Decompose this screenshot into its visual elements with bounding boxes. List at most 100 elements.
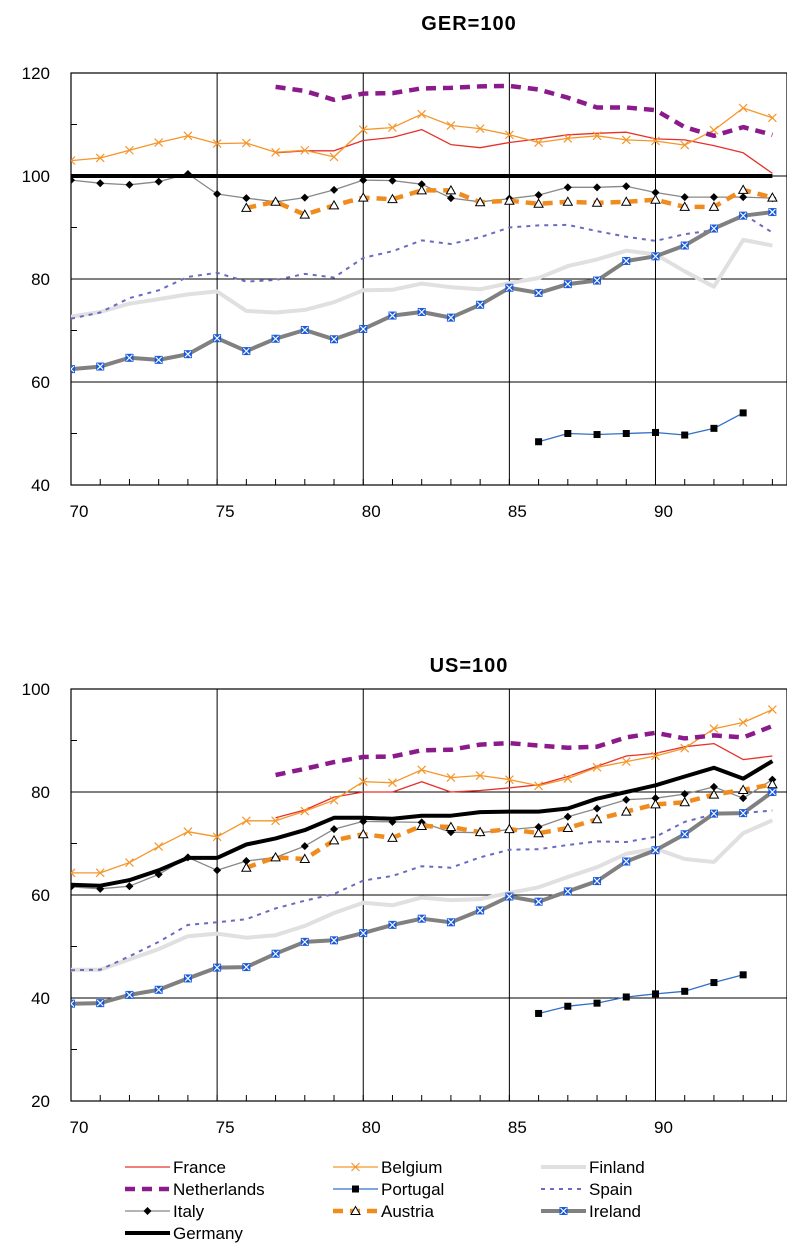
data-point-portugal	[681, 987, 689, 995]
y-tick-label: 120	[22, 64, 50, 83]
data-point-ireland	[125, 353, 134, 362]
data-point-austria	[270, 851, 281, 862]
data-point-ireland	[651, 846, 660, 855]
data-point-austria	[620, 196, 632, 206]
data-point-ireland	[476, 300, 485, 309]
x-tick-label: 75	[216, 502, 235, 521]
data-point-italy	[622, 182, 631, 191]
data-point-austria	[708, 789, 720, 799]
data-point-italy	[622, 795, 631, 804]
legend-label: Belgium	[381, 1158, 442, 1177]
data-point-belgium	[71, 156, 76, 165]
data-point-ireland	[446, 313, 455, 322]
data-point-italy	[739, 794, 748, 803]
data-point-ireland	[476, 906, 485, 915]
data-point-ireland	[739, 211, 748, 220]
data-point-ireland	[505, 283, 514, 292]
data-point-belgium	[680, 140, 690, 150]
series-italy	[71, 775, 777, 893]
data-point-ireland	[417, 307, 426, 316]
data-point-italy	[330, 825, 339, 834]
data-point-ireland	[330, 936, 339, 945]
data-point-portugal	[622, 993, 630, 1001]
data-point-austria	[387, 193, 398, 204]
data-point-austria	[533, 827, 544, 838]
data-point-ireland	[388, 311, 397, 320]
data-point-belgium	[738, 103, 748, 113]
data-point-italy	[300, 842, 309, 851]
data-point-portugal	[739, 971, 747, 979]
data-point-ireland	[768, 788, 777, 796]
data-point-ireland	[680, 830, 689, 839]
data-point-belgium	[592, 762, 602, 772]
legend-label: France	[173, 1158, 226, 1177]
series-germany	[71, 759, 774, 888]
data-point-austria	[504, 195, 515, 205]
x-tick-label: 70	[70, 502, 89, 521]
y-tick-label: 60	[31, 373, 50, 392]
data-point-austria	[679, 201, 691, 211]
data-point-belgium	[534, 781, 544, 791]
data-point-italy	[154, 177, 163, 186]
data-point-austria	[240, 202, 252, 212]
data-point-ireland	[388, 920, 397, 929]
data-point-italy	[446, 194, 455, 203]
data-point-austria	[650, 194, 661, 204]
data-point-italy	[739, 193, 748, 202]
y-tick-label: 100	[22, 167, 50, 186]
series-line-ireland	[71, 210, 773, 372]
data-point-portugal	[593, 431, 601, 439]
x-tick-label: 70	[70, 1118, 89, 1137]
data-point-belgium	[709, 724, 719, 734]
data-point-ireland	[359, 929, 368, 938]
data-point-austria	[416, 184, 428, 195]
data-point-austria	[270, 196, 281, 206]
data-point-belgium	[183, 131, 193, 141]
y-tick-label: 40	[31, 476, 50, 495]
y-tick-label: 60	[31, 886, 50, 905]
data-point-austria	[737, 784, 749, 794]
data-point-ireland	[271, 949, 280, 958]
legend: France Belgium Finland Netherlands Portugal S…	[125, 1158, 645, 1243]
data-point-belgium	[358, 125, 368, 135]
data-point-belgium	[154, 138, 164, 147]
data-point-italy	[242, 194, 251, 203]
data-point-austria	[357, 828, 369, 839]
y-tick-label: 100	[22, 680, 50, 699]
data-point-ireland	[680, 241, 689, 250]
data-point-austria	[708, 201, 720, 211]
data-point-ireland	[242, 347, 251, 356]
data-point-austria	[299, 209, 311, 219]
data-point-belgium	[154, 842, 164, 852]
data-point-ireland	[593, 877, 602, 886]
data-point-belgium	[329, 795, 339, 805]
data-point-italy	[213, 866, 222, 875]
data-point-ireland	[739, 809, 748, 818]
series-portugal	[535, 971, 747, 1017]
data-point-austria	[445, 184, 457, 195]
data-point-belgium	[95, 153, 105, 163]
legend-label: Ireland	[589, 1202, 641, 1221]
data-point-ireland	[125, 990, 134, 999]
data-point-belgium	[271, 147, 280, 157]
data-point-austria	[620, 806, 632, 816]
legend-item-france: France	[125, 1158, 226, 1177]
data-point-belgium	[241, 816, 251, 826]
legend-marker-austria	[350, 1205, 361, 1215]
data-point-ireland	[96, 999, 105, 1008]
data-point-belgium	[417, 109, 427, 119]
data-point-belgium	[563, 133, 573, 143]
data-point-belgium	[95, 868, 105, 878]
x-tick-label: 90	[654, 1118, 673, 1137]
data-point-austria	[328, 199, 340, 210]
series-france	[275, 742, 773, 819]
legend-label: Portugal	[381, 1180, 444, 1199]
data-point-belgium	[680, 743, 690, 753]
data-point-belgium	[329, 152, 339, 162]
data-point-italy	[651, 188, 660, 197]
data-point-italy	[593, 183, 602, 192]
legend-marker-belgium	[351, 1162, 360, 1172]
data-point-italy	[680, 193, 689, 202]
series-austria	[240, 184, 778, 219]
